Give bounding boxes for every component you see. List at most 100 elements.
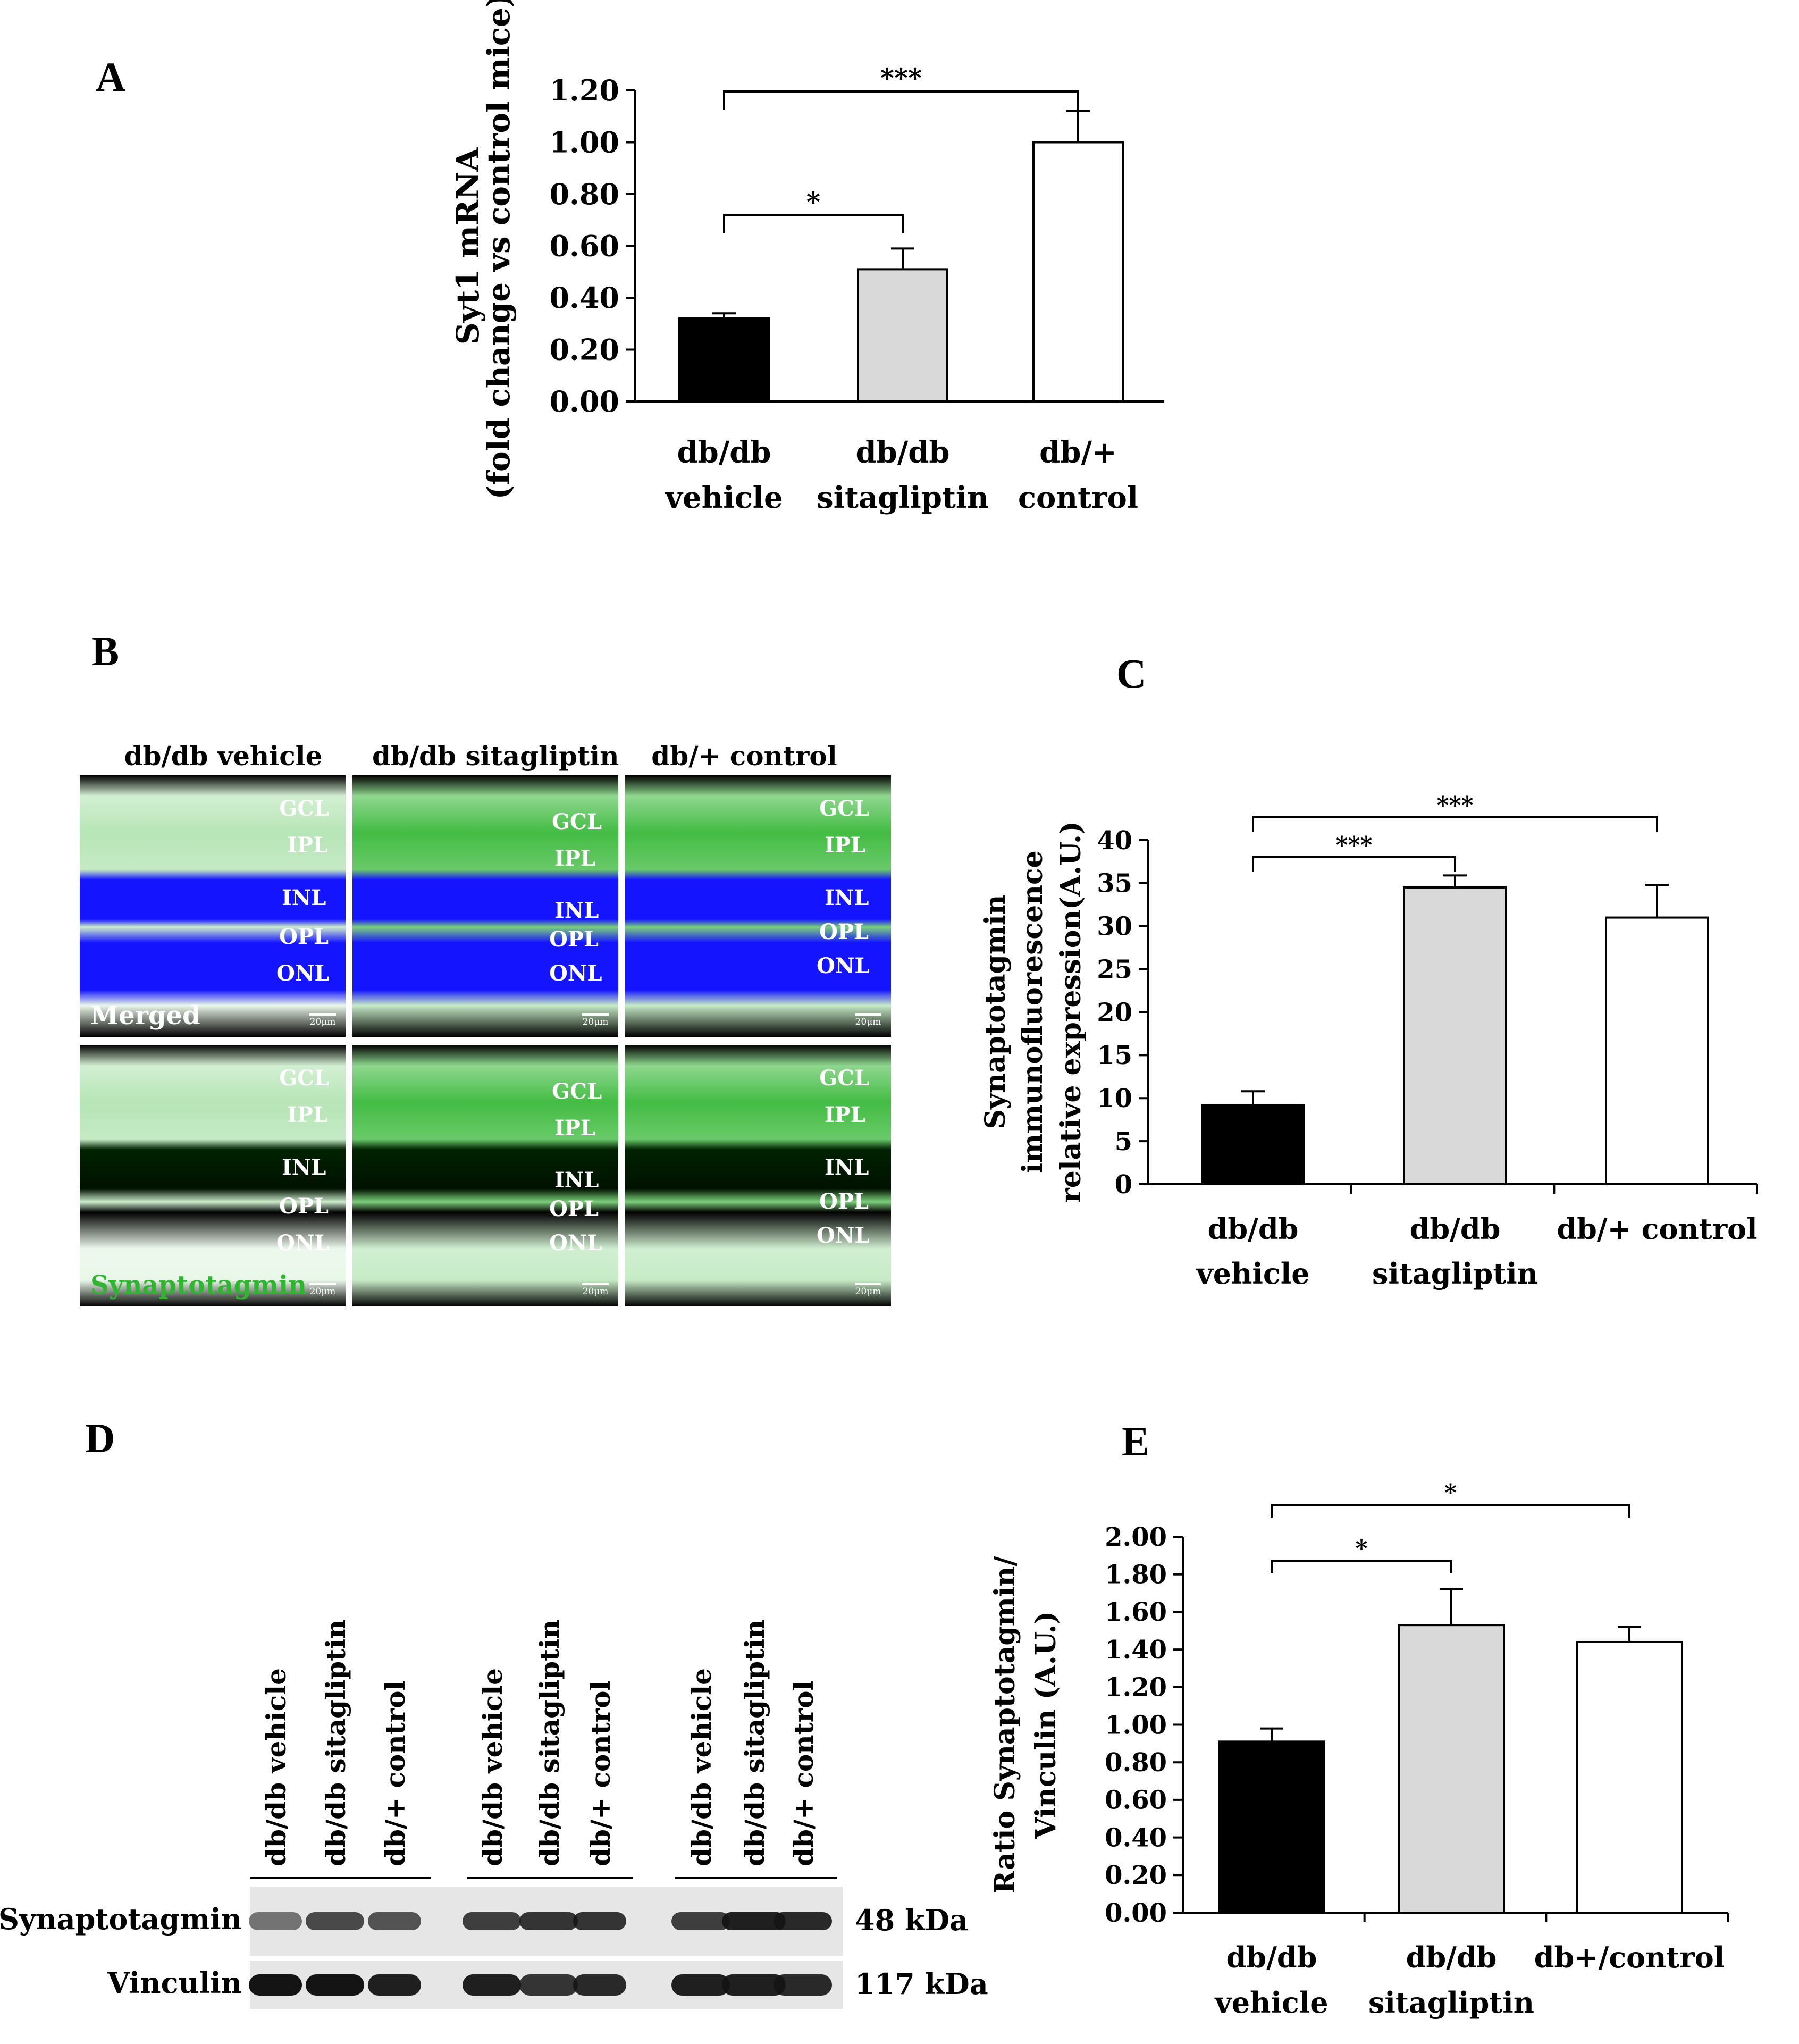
chart-e-y-tick-label: 1.00 bbox=[1105, 1710, 1167, 1740]
chart-e-significance-bracket bbox=[1271, 1504, 1630, 1518]
blot-band bbox=[368, 1912, 421, 1930]
retina-layer-label: GCL bbox=[819, 1066, 870, 1091]
blot-band bbox=[573, 1974, 626, 1996]
scale-bar-label: 20μm bbox=[309, 1017, 336, 1027]
scale-bar: 20μm bbox=[309, 1283, 336, 1297]
blot-band bbox=[463, 1974, 521, 1996]
retina-layer-label: ONL bbox=[276, 1230, 330, 1256]
blot-band bbox=[671, 1912, 730, 1930]
scale-bar-line bbox=[582, 1013, 609, 1016]
chart-c-y-axis-label: Synaptotagmin bbox=[979, 895, 1012, 1129]
scale-bar-line bbox=[309, 1283, 336, 1285]
chart-e-y-tick-label: 0.00 bbox=[1105, 1898, 1167, 1928]
chart-c-y-tick-label: 40 bbox=[1097, 826, 1132, 856]
micrograph-tile: GCL IPL INL OPL ONL 20μm Merged bbox=[80, 775, 346, 1037]
blot-group-divider bbox=[467, 1877, 633, 1879]
retina-layer-label: GCL bbox=[279, 796, 330, 822]
chart-a-significance-bracket bbox=[723, 214, 904, 233]
blot-row-label: Synaptotagmin bbox=[0, 1902, 242, 1936]
blot-group-divider bbox=[675, 1877, 837, 1879]
chart-a-y-axis-label: (fold change vs control mice) bbox=[481, 0, 517, 499]
scale-bar-label: 20μm bbox=[582, 1017, 609, 1027]
chart-e-y-axis-label: Ratio Synaptotagmin/ bbox=[989, 1556, 1021, 1894]
chart-a-category-label: sitagliptin bbox=[817, 480, 989, 515]
chart-a-significance-label: *** bbox=[880, 62, 922, 94]
micrograph-row-label: Synaptotagmin bbox=[90, 1270, 307, 1300]
retina-layer-label: IPL bbox=[554, 1115, 595, 1141]
chart-e-y-tick-label: 0.20 bbox=[1105, 1861, 1167, 1890]
chart-a-y-axis-label: Syt1 mRNA bbox=[450, 147, 486, 345]
chart-e-bar bbox=[1576, 1640, 1683, 1914]
chart-e-category-label: vehicle bbox=[1214, 1986, 1328, 2020]
panel-label-e: E bbox=[1122, 1418, 1150, 1464]
retina-layer-label: ONL bbox=[276, 961, 330, 986]
chart-e-y-tick-label: 2.00 bbox=[1105, 1522, 1167, 1552]
chart-a-significance-bracket bbox=[723, 90, 1079, 110]
scale-bar-line bbox=[855, 1283, 881, 1285]
scale-bar-label: 20μm bbox=[855, 1017, 881, 1027]
chart-a-bar bbox=[1032, 141, 1124, 403]
chart-e-y-tick-label: 1.60 bbox=[1105, 1597, 1167, 1627]
retina-layer-label: INL bbox=[554, 1168, 599, 1193]
chart-a-y-tick-label: 0.60 bbox=[549, 229, 619, 263]
blot-band bbox=[306, 1974, 364, 1996]
chart-a-y-tick-label: 0.00 bbox=[549, 384, 619, 418]
retina-layer-label: OPL bbox=[279, 924, 329, 950]
retina-layer-label: GCL bbox=[819, 796, 870, 822]
micrograph-tile: GCL IPL INL OPL ONL 20μm bbox=[352, 1045, 618, 1306]
chart-e-y-tick-label: 0.60 bbox=[1105, 1786, 1167, 1815]
chart-e-y-tick-label: 0.80 bbox=[1105, 1748, 1167, 1778]
blot-lane-label: db/db sitagliptin bbox=[534, 1619, 565, 1866]
micrograph-tile: GCL IPL INL OPL ONL 20μm bbox=[625, 775, 891, 1037]
chart-a-category-label: control bbox=[1018, 480, 1138, 515]
chart-a-y-tick-label: 0.40 bbox=[549, 281, 619, 315]
chart-e-y-axis-label: Vinculin (A.U.) bbox=[1030, 1611, 1062, 1839]
retina-layer-label: ONL bbox=[549, 961, 602, 986]
blot-band bbox=[249, 1974, 302, 1996]
panel-label-a: A bbox=[96, 54, 126, 100]
blot-band bbox=[774, 1974, 832, 1996]
chart-a-category-label: db/db bbox=[855, 435, 949, 470]
retina-layer-label: ONL bbox=[549, 1230, 602, 1256]
blot-lane-label: db/+ control bbox=[380, 1680, 411, 1866]
blot-lane-label: db/db sitagliptin bbox=[739, 1619, 770, 1866]
scale-bar-line bbox=[309, 1013, 336, 1016]
chart-c-bar bbox=[1403, 886, 1507, 1185]
chart-e-category-label: sitagliptin bbox=[1368, 1986, 1534, 2020]
retina-layer-label: ONL bbox=[817, 953, 870, 978]
chart-c-y-axis-label: immunofluorescence bbox=[1016, 850, 1049, 1173]
chart-c-y-tick-label: 35 bbox=[1097, 869, 1132, 899]
blot-band bbox=[249, 1912, 302, 1930]
blot-band bbox=[306, 1912, 364, 1930]
chart-a-y-tick-label: 1.20 bbox=[549, 73, 619, 107]
micrograph-row-label: Merged bbox=[90, 1001, 200, 1031]
chart-a-y-tick-label: 0.80 bbox=[549, 177, 619, 211]
blot-lane-label: db/db vehicle bbox=[686, 1668, 717, 1866]
chart-c-category-label: sitagliptin bbox=[1372, 1256, 1538, 1291]
retina-layer-label: IPL bbox=[825, 833, 865, 858]
chart-c-y-tick-label: 20 bbox=[1097, 998, 1132, 1027]
scale-bar-label: 20μm bbox=[309, 1286, 336, 1297]
chart-e-bar bbox=[1398, 1624, 1505, 1914]
blot-molecular-weight: 48 kDa bbox=[855, 1903, 969, 1937]
scale-bar-line bbox=[582, 1283, 609, 1285]
panel-label-c: C bbox=[1116, 650, 1147, 697]
scale-bar-label: 20μm bbox=[855, 1286, 881, 1297]
chart-e-significance-label: * bbox=[1355, 1535, 1367, 1562]
retina-layer-label: GCL bbox=[552, 809, 602, 834]
chart-a-y-tick-label: 0.20 bbox=[549, 332, 619, 366]
blot-band bbox=[671, 1974, 730, 1996]
scale-bar: 20μm bbox=[855, 1283, 881, 1297]
retina-layer-label: IPL bbox=[287, 833, 328, 858]
retina-layer-label: OPL bbox=[279, 1194, 329, 1219]
panel-label-b: B bbox=[91, 628, 120, 674]
retina-layer-label: GCL bbox=[279, 1066, 330, 1091]
chart-c-significance-bracket bbox=[1252, 856, 1456, 872]
retina-layer-label: OPL bbox=[549, 927, 599, 952]
scale-bar: 20μm bbox=[309, 1013, 336, 1027]
retina-layer-label: INL bbox=[825, 1154, 869, 1180]
retina-layer-label: INL bbox=[282, 885, 326, 910]
blot-band bbox=[368, 1974, 421, 1996]
micrograph-tile: GCL IPL INL OPL ONL 20μm bbox=[625, 1045, 891, 1306]
blot-lane-label: db/+ control bbox=[585, 1680, 616, 1866]
